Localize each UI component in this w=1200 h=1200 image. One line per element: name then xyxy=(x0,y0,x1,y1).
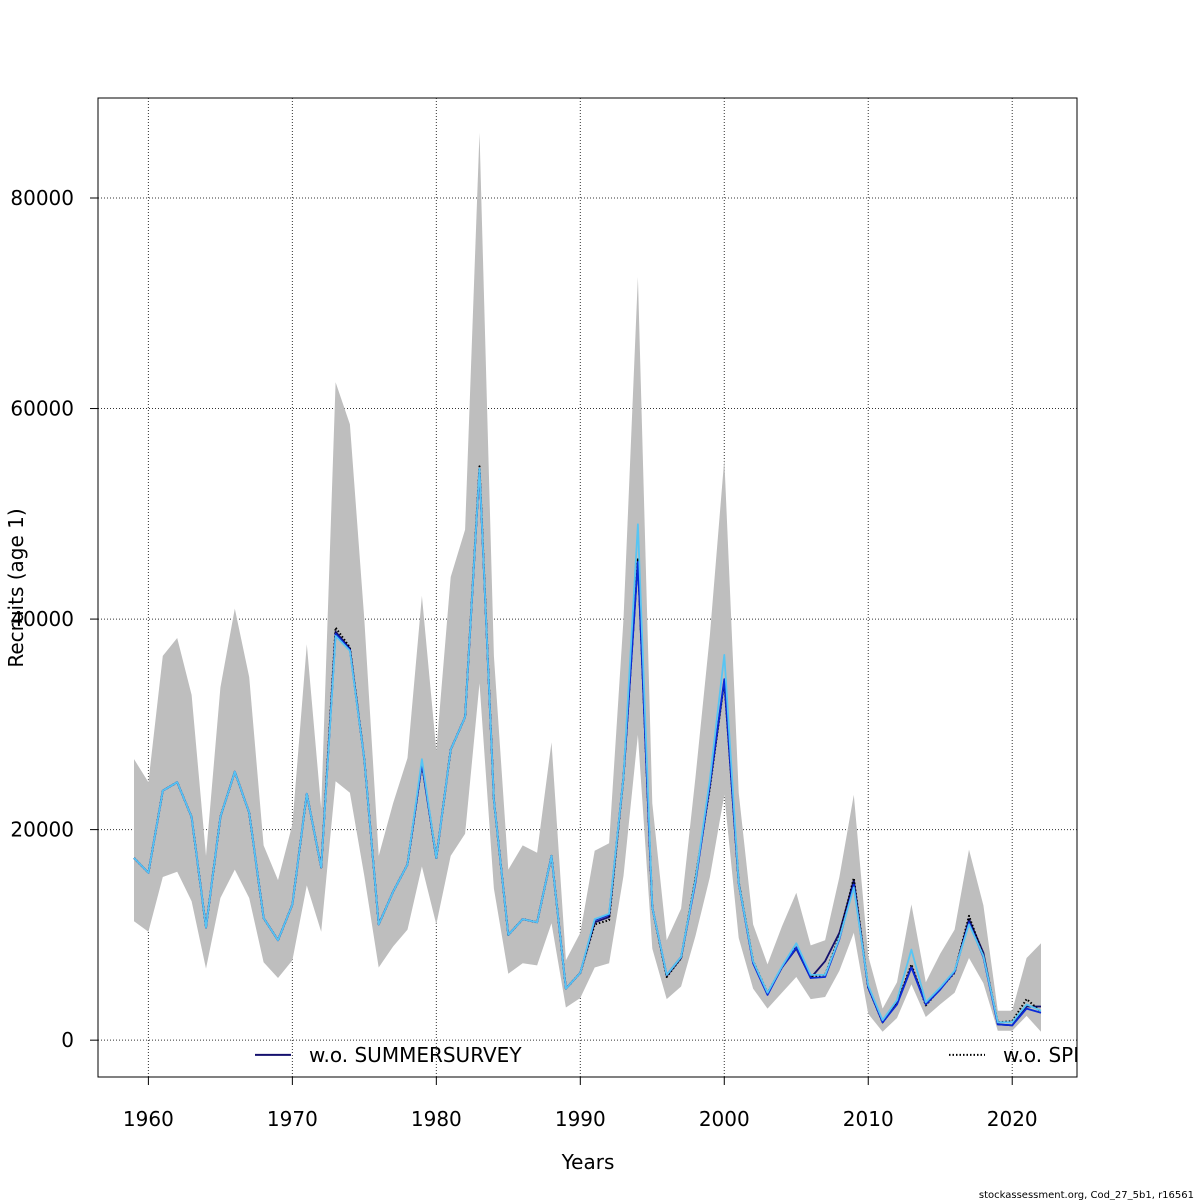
y-tick-label: 80000 xyxy=(10,186,74,210)
plot-frame xyxy=(97,97,1078,1078)
footer-credit: stockassessment.org, Cod_27_5b1, r16561 xyxy=(979,1190,1194,1200)
y-tick-label: 0 xyxy=(61,1028,74,1052)
confidence-band xyxy=(134,132,1041,1032)
confidence-band-area xyxy=(134,132,1041,1032)
x-tick-label: 1960 xyxy=(123,1107,174,1131)
x-tick-label: 2010 xyxy=(843,1107,894,1131)
x-tick-label: 2020 xyxy=(987,1107,1038,1131)
x-tick-label: 1990 xyxy=(555,1107,606,1131)
series-lines xyxy=(133,465,1042,1027)
legend-label: w.o. SUMMERSURVEY xyxy=(309,1043,522,1067)
x-tick-label: 1970 xyxy=(267,1107,318,1131)
x-tick-label: 2000 xyxy=(699,1107,750,1131)
x-tick-label: 1980 xyxy=(411,1107,462,1131)
y-tick-label: 40000 xyxy=(10,607,74,631)
legend-label: w.o. SPR xyxy=(1003,1043,1087,1067)
series-line-4 xyxy=(133,467,1042,1024)
legend: w.o. SUMMERSURVEY w.o. SPR xyxy=(255,1043,1087,1067)
x-axis: 1960 1970 1980 1990 2000 2010 2020 xyxy=(123,1077,1038,1131)
y-tick-label: 60000 xyxy=(10,397,74,421)
gridlines xyxy=(98,98,1077,1077)
y-axis-title: Recruits (age 1) xyxy=(4,508,28,667)
y-tick-label: 20000 xyxy=(10,818,74,842)
x-axis-title: Years xyxy=(561,1150,615,1174)
y-axis: 0 20000 40000 60000 80000 xyxy=(10,186,98,1052)
